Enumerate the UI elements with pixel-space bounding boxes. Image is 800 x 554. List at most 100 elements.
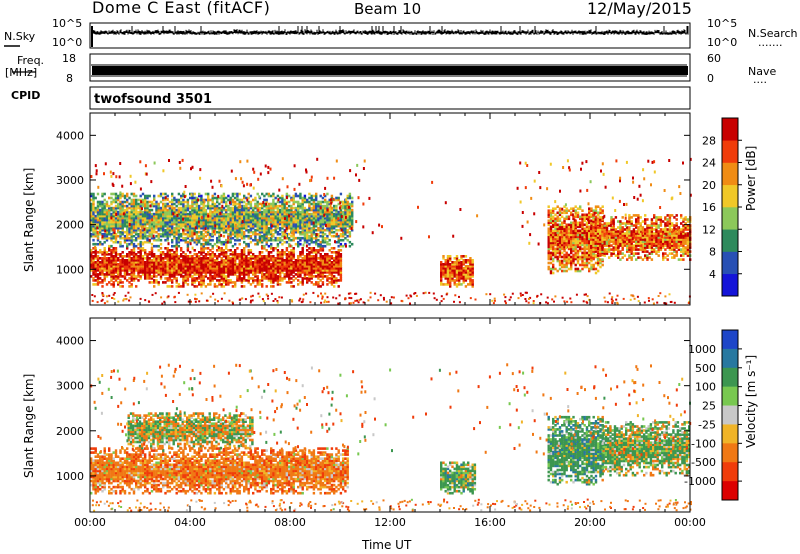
power-cell bbox=[105, 259, 109, 262]
cpid-frame bbox=[89, 86, 691, 110]
power-cell bbox=[471, 273, 474, 276]
power-cell bbox=[225, 275, 228, 278]
power-cell bbox=[290, 208, 293, 212]
power-cell bbox=[130, 277, 133, 280]
power-cell bbox=[99, 263, 102, 266]
power-cell bbox=[216, 210, 219, 214]
power-cell bbox=[204, 210, 208, 214]
power-cell bbox=[146, 257, 149, 260]
power-cell bbox=[227, 204, 230, 208]
power-cell bbox=[339, 210, 343, 214]
power-cell bbox=[312, 200, 316, 204]
power-cell bbox=[583, 257, 586, 261]
power-cell bbox=[182, 265, 185, 268]
power-cell bbox=[119, 208, 122, 212]
power-cell bbox=[249, 212, 253, 216]
power-cell bbox=[270, 285, 273, 288]
power-cell bbox=[317, 261, 320, 264]
power-cell bbox=[261, 214, 264, 218]
power-cell bbox=[249, 277, 253, 280]
power-cell bbox=[236, 247, 239, 250]
power-cell bbox=[547, 223, 550, 227]
power-cell bbox=[585, 247, 589, 251]
power-cell bbox=[193, 196, 196, 200]
power-cell bbox=[337, 222, 340, 226]
power-cell bbox=[202, 226, 205, 230]
power-cell bbox=[155, 269, 158, 272]
power-cell bbox=[229, 220, 232, 224]
power-cell bbox=[148, 253, 151, 256]
power-cell bbox=[117, 206, 120, 210]
power-cell bbox=[159, 259, 163, 262]
power-cell bbox=[247, 261, 250, 264]
power-cell bbox=[200, 263, 203, 266]
power-cell bbox=[288, 210, 291, 214]
power-cell bbox=[146, 194, 149, 198]
power-cell bbox=[279, 228, 282, 232]
power-cell bbox=[281, 269, 284, 272]
power-cell bbox=[130, 275, 133, 278]
power-cell bbox=[270, 208, 273, 212]
power-cell bbox=[315, 257, 318, 260]
power-cell bbox=[565, 233, 568, 237]
power-cell bbox=[596, 234, 600, 237]
power-cell bbox=[451, 279, 454, 282]
power-cell bbox=[166, 255, 169, 258]
power-cell bbox=[321, 249, 325, 252]
power-cell bbox=[144, 277, 147, 280]
power-cell bbox=[94, 208, 97, 212]
power-cell bbox=[135, 226, 138, 230]
power-cell bbox=[588, 209, 591, 212]
power-cell bbox=[96, 232, 100, 236]
power-cell bbox=[240, 269, 244, 272]
power-cell bbox=[612, 248, 615, 251]
power-cell bbox=[117, 271, 120, 274]
power-cell bbox=[619, 258, 622, 261]
power-cell bbox=[335, 206, 338, 210]
power-cell bbox=[267, 253, 271, 256]
power-cell bbox=[570, 259, 573, 263]
power-cell bbox=[200, 244, 203, 248]
power-cell bbox=[177, 263, 181, 266]
power-cell bbox=[173, 232, 176, 236]
power-cell bbox=[256, 220, 259, 224]
power-cell bbox=[590, 246, 593, 249]
power-cell bbox=[283, 259, 286, 262]
power-cell bbox=[144, 214, 147, 218]
power-cell bbox=[455, 257, 459, 260]
power-cell bbox=[220, 269, 223, 272]
power-cell bbox=[135, 261, 138, 264]
power-cell bbox=[348, 220, 352, 224]
power-cell bbox=[96, 220, 100, 224]
power-cell bbox=[132, 251, 136, 254]
power-cell bbox=[594, 244, 597, 247]
power-cell bbox=[211, 230, 214, 234]
power-cell bbox=[168, 269, 172, 272]
power-cell bbox=[200, 277, 203, 280]
power-cell bbox=[256, 259, 259, 262]
power-cell bbox=[182, 232, 185, 236]
power-cell bbox=[92, 273, 95, 276]
power-cell bbox=[292, 218, 295, 222]
power-cell bbox=[310, 255, 313, 258]
power-cell bbox=[184, 208, 187, 212]
power-cell bbox=[168, 267, 172, 270]
power-cell bbox=[348, 192, 352, 196]
power-cell bbox=[290, 244, 293, 248]
power-cell bbox=[216, 271, 219, 274]
power-cell bbox=[153, 273, 156, 276]
power-cell bbox=[276, 208, 280, 212]
power-cell bbox=[299, 226, 302, 230]
power-cell bbox=[220, 198, 223, 202]
power-cell bbox=[166, 259, 169, 262]
power-cell bbox=[117, 259, 120, 262]
power-cell bbox=[567, 239, 571, 243]
power-cell bbox=[301, 247, 304, 250]
power-cell bbox=[556, 223, 559, 227]
power-cell bbox=[148, 222, 151, 226]
power-cell bbox=[469, 283, 472, 286]
power-cell bbox=[117, 204, 120, 208]
power-cell bbox=[171, 281, 174, 284]
power-cell bbox=[137, 257, 140, 260]
power-cell bbox=[117, 234, 120, 238]
